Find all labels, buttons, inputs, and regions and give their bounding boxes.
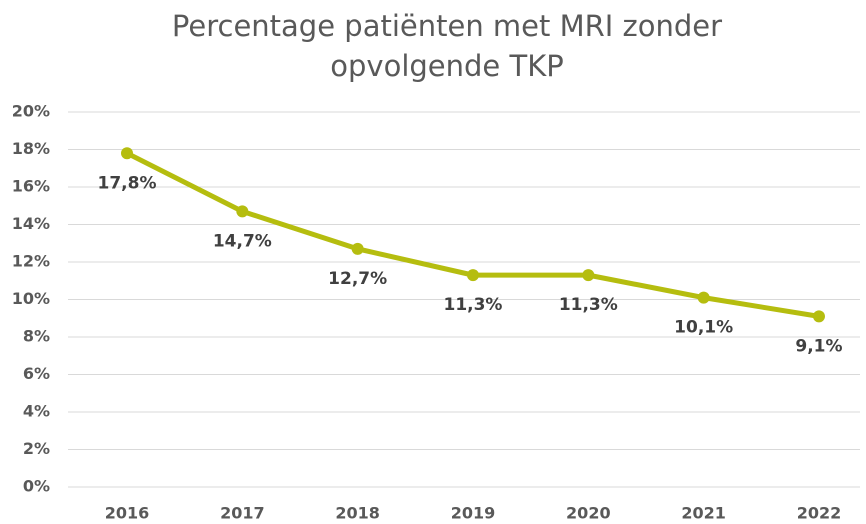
y-tick-label: 8% bbox=[23, 327, 50, 346]
point bbox=[582, 269, 595, 282]
point bbox=[812, 310, 825, 323]
point bbox=[466, 269, 479, 282]
data-label: 11,3% bbox=[443, 295, 502, 315]
point bbox=[121, 147, 133, 160]
y-tick-label: 14% bbox=[12, 214, 50, 233]
x-tick-label: 2016 bbox=[105, 504, 150, 523]
y-tick-label: 2% bbox=[23, 439, 50, 458]
y-tick-label: 0% bbox=[23, 477, 50, 496]
x-tick-label: 2021 bbox=[681, 504, 726, 523]
point bbox=[236, 205, 249, 218]
y-tick-label: 16% bbox=[12, 177, 50, 196]
data-label: 12,7% bbox=[328, 269, 387, 289]
point bbox=[351, 242, 364, 255]
point bbox=[697, 291, 710, 304]
chart-title: opvolgende TKP bbox=[330, 49, 563, 83]
data-label: 10,1% bbox=[674, 318, 733, 338]
y-tick-label: 10% bbox=[12, 289, 50, 308]
data-label: 14,7% bbox=[213, 231, 272, 251]
y-tick-label: 4% bbox=[23, 402, 50, 421]
x-tick-label: 2017 bbox=[220, 504, 265, 523]
x-tick-label: 2018 bbox=[335, 504, 380, 523]
data-label: 11,3% bbox=[559, 295, 618, 315]
y-tick-label: 6% bbox=[23, 364, 50, 383]
y-tick-label: 12% bbox=[12, 252, 50, 271]
data-label: 17,8% bbox=[98, 173, 157, 193]
x-tick-label: 2022 bbox=[797, 504, 842, 523]
y-tick-label: 20% bbox=[12, 102, 50, 121]
chart-title: Percentage patiënten met MRI zonder bbox=[172, 9, 722, 43]
x-tick-label: 2020 bbox=[566, 504, 611, 523]
y-tick-label: 18% bbox=[12, 139, 50, 158]
data-label: 9,1% bbox=[795, 336, 842, 356]
x-tick-label: 2019 bbox=[451, 504, 496, 523]
